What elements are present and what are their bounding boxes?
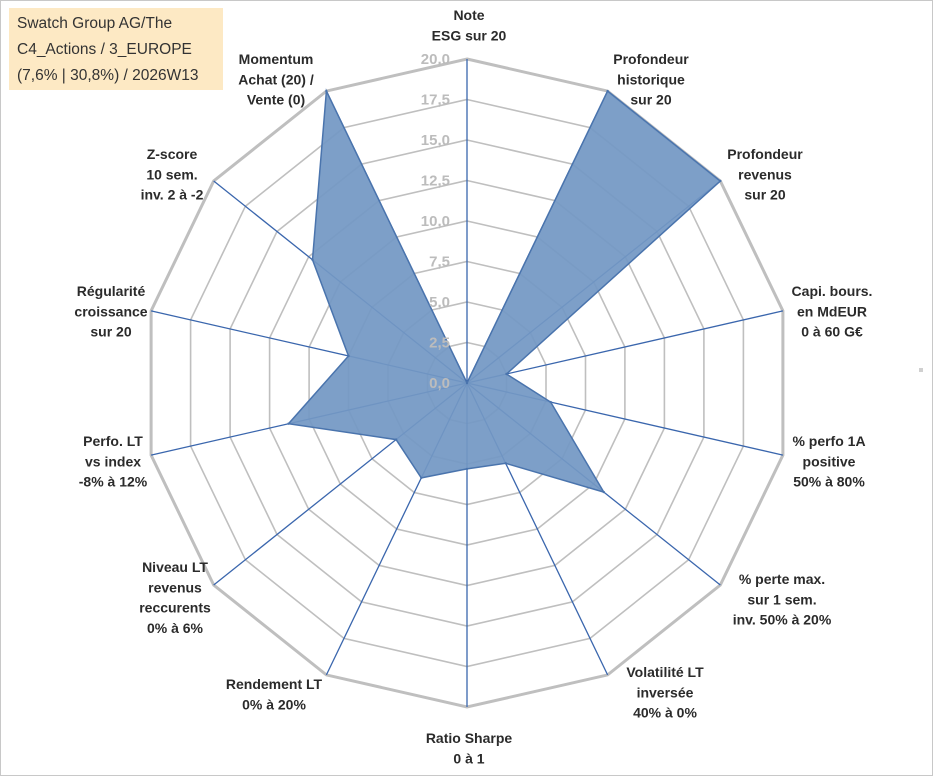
axis-label: Capi. bours.	[792, 283, 873, 299]
tick-label: 15,0	[421, 132, 450, 149]
series-point	[287, 422, 290, 425]
tick-label: 0,0	[429, 375, 450, 392]
axis-label: sur 20	[90, 324, 131, 340]
axis-label-group: Capi. bours. en MdEUR 0 à 60 G€	[792, 283, 873, 340]
radar-series	[287, 88, 722, 494]
axis-label: 40% à 0%	[633, 705, 697, 721]
axis-label: 50% à 80%	[793, 474, 865, 490]
series-area	[287, 88, 722, 494]
axis-label: 0% à 6%	[147, 620, 204, 636]
axis-label: Perfo. LT	[83, 433, 143, 449]
series-point	[420, 476, 423, 480]
axis-label: % perfo 1A	[792, 433, 865, 449]
axis-label: inv. 50% à 20%	[733, 612, 832, 628]
axis-label: -8% à 12%	[79, 474, 148, 490]
axis-label: Ratio Sharpe	[426, 730, 513, 746]
tick-label: 10,0	[421, 213, 450, 230]
series-point	[465, 467, 469, 471]
axis-label: ESG sur 20	[432, 27, 507, 43]
series-point	[719, 179, 722, 183]
axis-label: sur 20	[744, 187, 785, 203]
axis-label-group: Momentum Achat (20) / Vente (0)	[238, 51, 314, 108]
series-point	[347, 354, 350, 358]
axis-label: reccurents	[139, 600, 211, 616]
tick-label: 12,5	[421, 173, 450, 190]
title-line-3: (7,6% | 30,8%) / 2026W13	[17, 67, 199, 84]
axis-label: Profondeur	[613, 51, 689, 67]
axis-label: 10 sem.	[146, 166, 197, 182]
axis-label-group: Profondeur revenus sur 20	[727, 146, 803, 203]
series-point	[505, 372, 508, 376]
axis-label-group: Rendement LT 0% à 20%	[226, 676, 323, 712]
axis-label: Rendement LT	[226, 676, 323, 692]
series-point	[394, 438, 398, 441]
axis-label: historique	[617, 71, 685, 87]
axis-label-group: Perfo. LT vs index -8% à 12%	[79, 433, 148, 490]
series-point	[549, 400, 552, 404]
axis-label: croissance	[74, 303, 147, 319]
axis-label: sur 20	[630, 92, 671, 108]
axis-label: Volatilité LT	[626, 664, 704, 680]
axis-label: revenus	[738, 166, 792, 182]
axis-label-group: Ratio Sharpe 0 à 1	[426, 730, 513, 766]
tick-label: 17,5	[421, 92, 450, 109]
axis-label: Achat (20) /	[238, 71, 314, 87]
axis-label: 0 à 60 G€	[801, 324, 863, 340]
series-point	[311, 258, 314, 261]
axis-label-group: Note ESG sur 20	[432, 7, 507, 43]
series-point	[465, 381, 469, 385]
tick-label: 7,5	[429, 254, 450, 271]
axis-label: en MdEUR	[797, 303, 867, 319]
tick-label: 20,0	[421, 51, 450, 68]
axis-label-group: Volatilité LT inversée 40% à 0%	[626, 664, 704, 721]
series-point	[504, 462, 507, 465]
tick-label: 2,5	[429, 335, 450, 352]
axis-label: inversée	[637, 684, 694, 700]
axis-label: Niveau LT	[142, 559, 208, 575]
axis-label: Régularité	[77, 283, 146, 299]
axis-spoke	[466, 310, 784, 384]
axis-label: Note	[453, 7, 484, 23]
axis-label: 0 à 1	[453, 750, 484, 766]
axis-label: Momentum	[239, 51, 314, 67]
axis-label-group: Régularité croissance sur 20	[74, 283, 147, 340]
axis-label-group: % perfo 1A positive 50% à 80%	[792, 433, 865, 490]
title-line-2: C4_Actions / 3_EUROPE	[17, 41, 192, 58]
axis-label: Vente (0)	[247, 92, 305, 108]
series-point	[606, 89, 609, 93]
axis-label: inv. 2 à -2	[141, 187, 204, 203]
title-line-1: Swatch Group AG/The	[17, 15, 173, 32]
radar-axis-labels: Note ESG sur 20 Profondeur historique sur 20…	[74, 7, 872, 766]
axis-label-group: Z-score 10 sem. inv. 2 à -2	[141, 146, 204, 203]
series-point	[602, 490, 605, 494]
axis-label: Profondeur	[727, 146, 803, 162]
axis-label-group: Niveau LT revenus reccurents 0% à 6%	[139, 559, 211, 636]
axis-label: vs index	[85, 453, 141, 469]
axis-label: Z-score	[147, 146, 198, 162]
axis-label: sur 1 sem.	[747, 591, 816, 607]
axis-label-group: % perte max. sur 1 sem. inv. 50% à 20%	[733, 571, 832, 628]
chart-title-box: Swatch Group AG/The C4_Actions / 3_EUROP…	[9, 8, 223, 90]
axis-label: positive	[803, 453, 856, 469]
axis-label: 0% à 20%	[242, 696, 306, 712]
axis-label: revenus	[148, 579, 202, 595]
axis-label: % perte max.	[739, 571, 825, 587]
series-point	[325, 89, 328, 93]
radar-tick-labels: 0,0 2,5 5,0 7,5 10,0 12,5 15,0 17,5 20,0	[421, 51, 450, 392]
tick-label: 5,0	[429, 294, 450, 311]
axis-label-group: Profondeur historique sur 20	[613, 51, 689, 108]
right-edge-marker	[919, 368, 923, 372]
